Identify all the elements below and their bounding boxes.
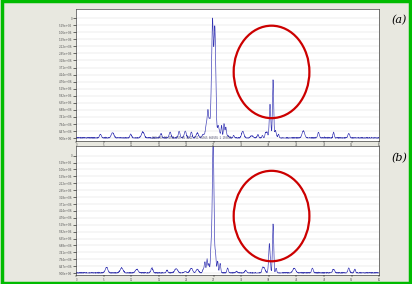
Text: (a): (a)	[391, 15, 407, 26]
Text: (b): (b)	[391, 153, 407, 163]
Text: 253 323 50 4511 T50 55 4511 T301 01560 6065 1 11555533: 253 323 50 4511 T50 55 4511 T301 01560 6…	[151, 0, 232, 2]
Text: 253 303 50 4511 T55 55 4511 T51 55565 660555 1 150555: 253 303 50 4511 T55 55 4511 T51 55565 66…	[152, 136, 231, 140]
